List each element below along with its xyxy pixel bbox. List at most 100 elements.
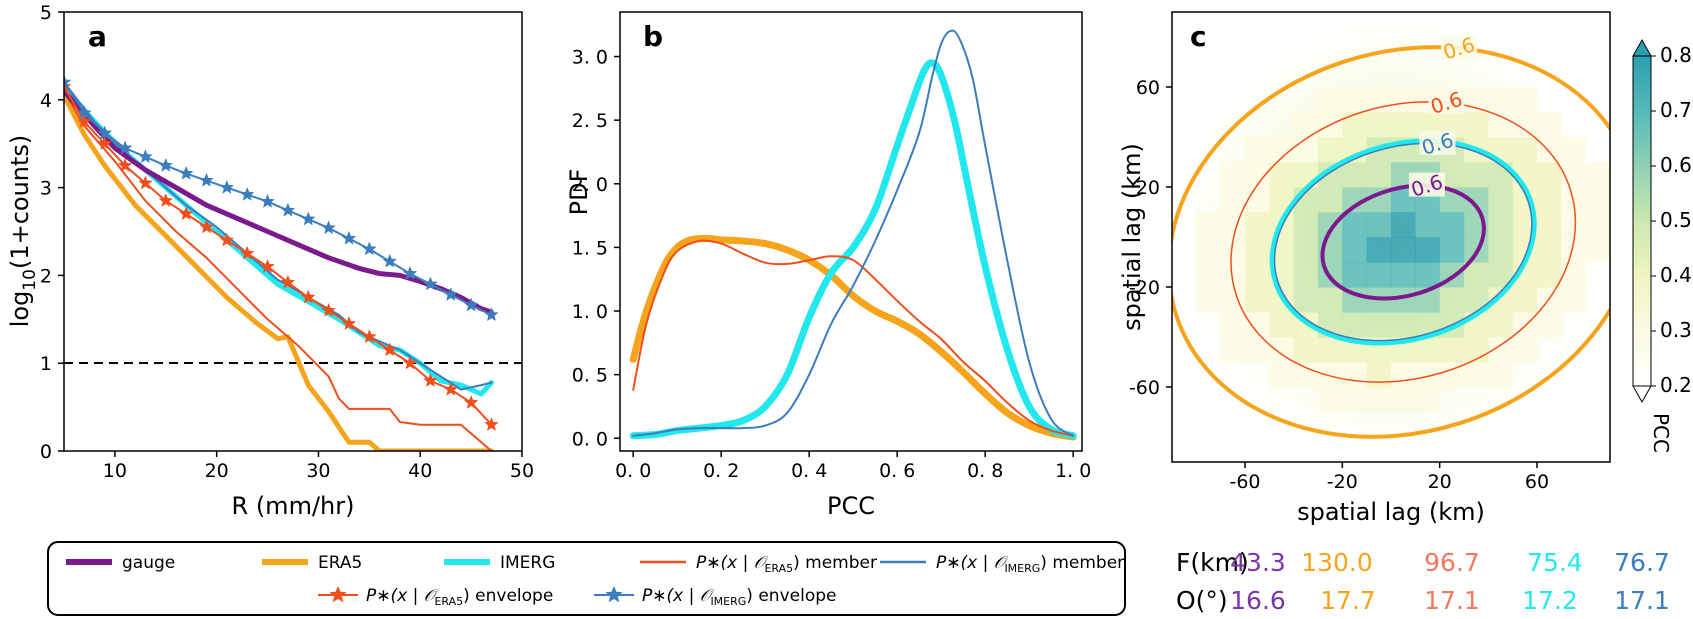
heatmap-cell [1196,237,1222,263]
heatmap-cell [1561,287,1587,313]
series-point [199,219,214,234]
plot-frame [63,11,523,452]
heatmap-cell [1464,112,1489,138]
x-tick-label: 20 [205,460,229,482]
legend-label: gauge [122,553,175,573]
series-point [341,230,357,245]
colorbar-tick-label: 0.5 [1660,208,1692,232]
legend-label-subscript: ERA5 [434,595,463,608]
heatmap-cell [1318,87,1343,113]
contour-label-bg [1408,172,1445,197]
y-axis-label: log10(1+counts) [6,135,40,328]
series-line [632,239,1075,437]
heatmap-cell [1196,212,1222,238]
heatmap-cell [1196,262,1222,288]
x-tick-label: 30 [306,460,330,482]
x-tick-label: 10 [103,460,127,482]
legend-star-icon [605,586,623,603]
colorbar-tick-label: 0.8 [1660,43,1692,67]
colorbar-bar [1632,55,1652,387]
x-tick-label: 60 [1525,471,1549,493]
series-point [300,211,316,226]
o-value: 17.7 [1320,586,1376,615]
heatmap-cell [1512,337,1538,363]
series-line [632,29,1075,437]
f-value: 43.3 [1230,548,1286,577]
legend: gauge ERA5 IMERG P∗(x | 𝒪ERA5) member P∗(x |… [47,541,1126,616]
colorbar-tick-label: 0.4 [1660,263,1692,287]
contour-line [1320,183,1486,301]
heatmap-cell [1293,337,1319,363]
heatmap-cell [1537,262,1562,288]
y-axis-label: spatial lag (km) [1118,143,1146,331]
legend-star-icon [329,586,347,603]
colorbar-tick-label: 0.2 [1660,373,1692,397]
series-point [423,373,438,387]
x-tick-label: -20 [1327,471,1358,493]
y-tick-label: -60 [1129,377,1160,399]
series-line [64,84,494,397]
heatmap-cell [1488,212,1514,238]
legend-label-text: member [1052,553,1124,573]
series-line [64,81,493,316]
heatmap-cell [1439,237,1465,263]
series-point [484,417,499,431]
x-tick-label: 0. 8 [967,460,1003,482]
legend-label-suffix: ) [463,586,470,606]
series-point [280,274,296,289]
heatmap-cell [1342,112,1368,138]
heatmap-cell [1391,362,1416,388]
heatmap-cell [1391,312,1416,338]
x-axis-label: spatial lag (km) [1297,498,1485,526]
series-line [64,90,493,451]
heatmap-cell [1439,337,1465,363]
heatmap-cell [1245,187,1270,213]
legend-label: IMERG [500,553,555,573]
heatmap-cell [1366,87,1392,113]
heatmap-cell [1196,287,1222,313]
f-value: 75.4 [1527,548,1583,577]
series-point [158,193,174,207]
y-tick-label: 3 [40,178,52,200]
heatmap-cell [1561,262,1587,288]
legend-frame [47,541,1126,616]
series-point [423,276,438,291]
series-line [64,85,493,426]
heatmap-cell [1342,312,1368,338]
series-line [629,59,1077,440]
y-tick-label: 60 [1136,77,1160,99]
x-axis-label: R (mm/hr) [232,492,355,520]
heatmap-cell [1537,137,1562,163]
y-tick-label: 0 [40,441,52,463]
heatmap-cell [1488,187,1514,213]
heatmap-cell [1391,87,1416,113]
heatmap-cell [1391,237,1416,263]
heatmap-cell [1318,387,1343,413]
heatmap-cell [1585,237,1610,263]
heatmap-cell [1342,387,1368,413]
series-point [219,232,235,247]
y-tick-label: 2. 0 [572,174,608,196]
legend-label: P∗(x | 𝒪IMERG) member [936,553,1124,575]
panel-label: b [643,20,663,53]
heatmap-cell [1488,87,1514,113]
contour-line [1172,45,1610,439]
legend-label-suffix: ) [793,553,800,573]
f-value: 96.7 [1424,548,1480,577]
legend-label: P∗(x | 𝒪ERA5) member [696,553,877,575]
y-tick-label: 1 [40,353,52,375]
heatmap-cell [1561,212,1587,238]
legend-label-subscript: IMERG [1004,562,1040,575]
series-point [463,297,479,312]
series-point [321,302,336,317]
legend-label-subscript: IMERG [710,595,746,608]
heatmap-cell [1220,337,1246,363]
o-value: 17.2 [1522,586,1578,615]
heatmap-cell [1537,312,1562,338]
heatmap-cell [1439,212,1465,238]
series-point [117,157,133,172]
heatmap-cell [1245,137,1270,163]
heatmap-cell [1342,87,1368,113]
heatmap-cell [1488,312,1514,338]
